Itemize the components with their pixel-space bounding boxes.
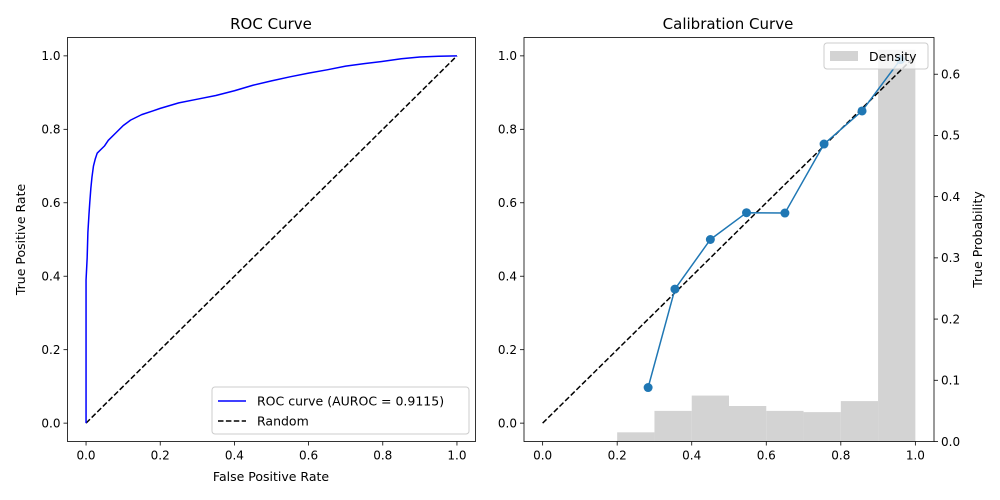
calibration-legend-swatch-density [830,51,858,61]
roc-y-tick-label: 0.2 [41,343,60,357]
roc-y-ticks: 0.0 0.2 0.4 0.6 0.8 1.0 [41,49,68,430]
calibration-legend-box [823,42,929,70]
density-bar [766,410,804,442]
roc-legend-box [211,386,470,435]
roc-title: ROC Curve [230,15,312,33]
calibration-legend: Density [823,42,929,70]
roc-legend: ROC curve (AUROC = 0.9115) Random [211,386,470,435]
roc-legend-label-random: Random [257,414,309,429]
calibration-histogram [617,49,916,442]
density-bar [654,410,692,442]
calibration-point [742,208,752,218]
calibration-y-tick-label: 0.4 [498,270,517,284]
calibration-x-ticks: 0.0 0.2 0.4 0.6 0.8 1.0 [533,441,925,463]
density-bar [729,406,767,442]
calibration-curve-line [647,59,902,388]
roc-y-tick-label: 1.0 [41,49,60,63]
roc-y-tick-label: 0.4 [41,270,60,284]
calibration-point [819,139,829,149]
calibration-y-tick-label: 0.2 [498,343,517,357]
roc-x-tick-label: 0.6 [299,449,318,463]
roc-curve-line [85,55,457,424]
roc-y-tick-label: 0.6 [41,196,60,210]
calibration-right-y-tick-label: 0.2 [941,312,960,326]
roc-y-tick-label: 0.8 [41,123,60,137]
roc-x-tick-label: 1.0 [447,449,466,463]
roc-x-tick-label: 0.8 [373,449,392,463]
calibration-right-y-tick-label: 0.6 [941,68,960,82]
calibration-x-tick-label: 1.0 [906,449,925,463]
density-bar [840,401,879,442]
roc-x-axis-label: False Positive Rate [213,469,329,484]
calibration-y-tick-label: 1.0 [498,49,517,63]
calibration-legend-label-density: Density [869,49,917,64]
roc-y-tick-label: 0.0 [41,416,60,430]
calibration-right-y-axis-label: True Probability [970,191,985,289]
calibration-x-tick-label: 0.8 [831,449,850,463]
calibration-point [670,284,680,294]
roc-x-tick-label: 0.4 [225,449,244,463]
roc-axes-frame [67,37,476,442]
calibration-y-tick-label: 0.0 [498,416,517,430]
calibration-point [705,235,715,244]
calibration-right-y-tick-label: 0.0 [941,435,960,449]
roc-x-tick-label: 0.0 [76,449,95,463]
calibration-right-y-tick-label: 0.5 [941,129,960,143]
roc-x-ticks: 0.0 0.2 0.4 0.6 0.8 1.0 [76,441,467,463]
roc-x-tick-label: 0.2 [151,449,170,463]
calibration-plot-area [542,55,916,424]
density-bar [803,412,841,442]
roc-chart-panel: ROC Curve 0.0 0.2 0.4 0.6 0.8 1.0 0.00.20.40.… [13,15,476,484]
calibration-right-y-tick-label: 0.3 [941,251,960,265]
calibration-diagonal-line [542,55,916,424]
calibration-chart-panel: Calibration Curve 0.0 0.2 0.4 0.6 0.8 1.0 0.0… [498,15,985,463]
calibration-x-tick-label: 0.2 [608,449,627,463]
calibration-y-tick-label: 0.8 [498,123,517,137]
calibration-x-tick-label: 0.6 [757,449,776,463]
calibration-right-y-ticks: 0.0 0.1 0.2 0.3 0.4 0.5 0.6 [934,68,960,449]
density-bar [691,395,729,442]
calibration-axes-frame [523,37,935,442]
roc-random-line [85,55,458,424]
roc-plot-area [85,55,458,424]
calibration-right-y-tick-label: 0.1 [941,374,960,388]
calibration-x-tick-label: 0.0 [533,449,552,463]
density-bar [617,432,655,442]
calibration-y-ticks: 0.0 0.2 0.4 0.6 0.8 1.0 [498,49,524,430]
calibration-y-tick-label: 0.6 [498,196,517,210]
roc-legend-label-roc: ROC curve (AUROC = 0.9115) [257,394,444,409]
calibration-x-tick-label: 0.4 [682,449,701,463]
density-bar [878,49,916,442]
calibration-title: Calibration Curve [663,15,794,33]
calibration-point [780,208,790,218]
roc-y-axis-label: True Positive Rate [13,184,28,297]
calibration-point [857,106,867,116]
calibration-right-y-tick-label: 0.4 [941,190,960,204]
calibration-point [643,383,653,393]
